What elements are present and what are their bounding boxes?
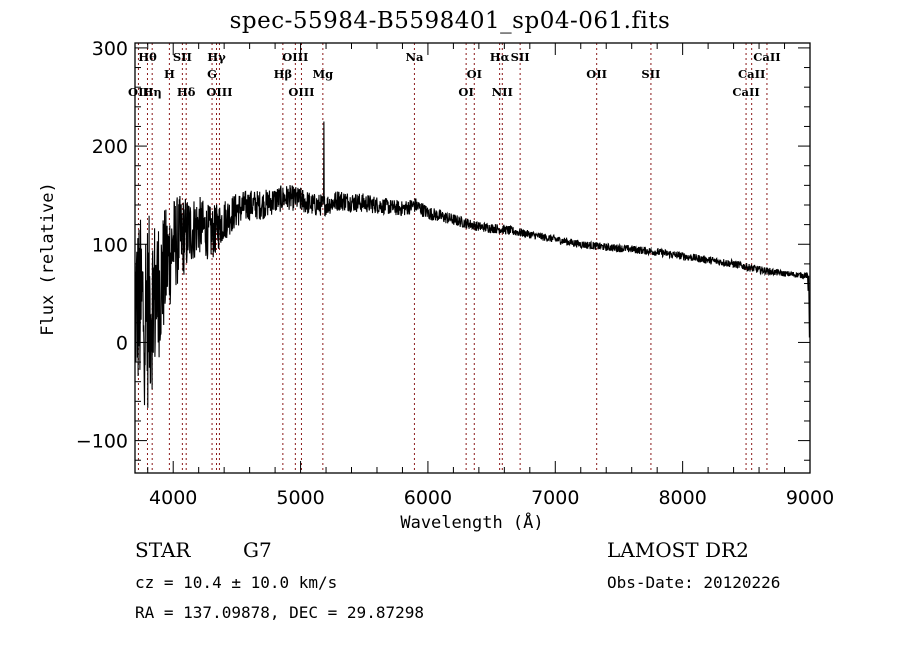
line-labels: HθOIIHηHSIIHδHγGOIIIOIIIHβOIIIMgNaOIOIHα… xyxy=(128,50,781,99)
x-axis-title: Wavelength (Å) xyxy=(400,511,543,533)
spectral-line-label: CaII xyxy=(753,50,780,64)
axis-ticks: 4000 5000 6000 7000 8000 9000 −100 0 100 200 300 xyxy=(76,38,834,509)
spectral-line-label: G xyxy=(207,67,217,81)
x-tick-label: 7000 xyxy=(531,487,579,509)
spectrum-line xyxy=(134,121,810,408)
spectral-line-markers xyxy=(137,43,768,473)
plot-frame xyxy=(134,42,811,474)
spectral-line-label: SII xyxy=(641,67,660,81)
y-tick-label: 200 xyxy=(92,136,128,158)
spectral-line-label: OII xyxy=(586,67,607,81)
x-tick-label: 4000 xyxy=(149,487,197,509)
spectral-line-label: SII xyxy=(173,50,192,64)
x-tick-label: 9000 xyxy=(786,487,834,509)
spectral-line-label: Hβ xyxy=(274,67,293,81)
spectral-line-label: OII xyxy=(128,85,149,99)
x-tick-label: 8000 xyxy=(658,487,706,509)
spectrum-series xyxy=(134,121,810,408)
object-class: G7 xyxy=(243,538,272,562)
spectral-line-label: Hδ xyxy=(177,85,196,99)
redshift-readout: cz = 10.4 ± 10.0 km/s xyxy=(135,573,338,592)
spectral-line-label: OI xyxy=(467,67,482,81)
chart-title: spec-55984-B5598401_sp04-061.fits xyxy=(229,8,671,34)
spectral-line-label: CaII xyxy=(738,67,765,81)
spectral-line-label: Hθ xyxy=(138,50,157,64)
spectral-line-label: Mg xyxy=(312,67,333,81)
spectral-line-label: OIII xyxy=(288,85,314,99)
spectral-line-label: Hγ xyxy=(207,50,226,64)
y-tick-label: 300 xyxy=(92,38,128,60)
coordinates-readout: RA = 137.09878, DEC = 29.87298 xyxy=(135,603,424,622)
y-tick-label: −100 xyxy=(76,431,128,453)
x-tick-label: 6000 xyxy=(404,487,452,509)
observation-date: Obs-Date: 20120226 xyxy=(607,573,781,592)
spectral-line-label: OIII xyxy=(282,50,308,64)
y-tick-label: 0 xyxy=(116,332,128,354)
spectral-line-label: OI xyxy=(458,85,473,99)
spectral-line-label: SII xyxy=(511,50,530,64)
survey-name: LAMOST DR2 xyxy=(607,538,749,562)
spectral-line-label: Hη xyxy=(143,85,162,99)
object-type: STAR xyxy=(135,538,191,562)
y-axis-title: Flux (relative) xyxy=(38,182,58,336)
spectral-line-label: NII xyxy=(492,85,513,99)
spectral-line-label: Hα xyxy=(490,50,510,64)
x-tick-label: 5000 xyxy=(276,487,324,509)
spectral-line-label: OIII xyxy=(206,85,232,99)
spectral-line-label: H xyxy=(164,67,175,81)
spectral-line-label: CaII xyxy=(732,85,759,99)
spectral-line-label: Na xyxy=(405,50,424,64)
y-tick-label: 100 xyxy=(92,234,128,256)
